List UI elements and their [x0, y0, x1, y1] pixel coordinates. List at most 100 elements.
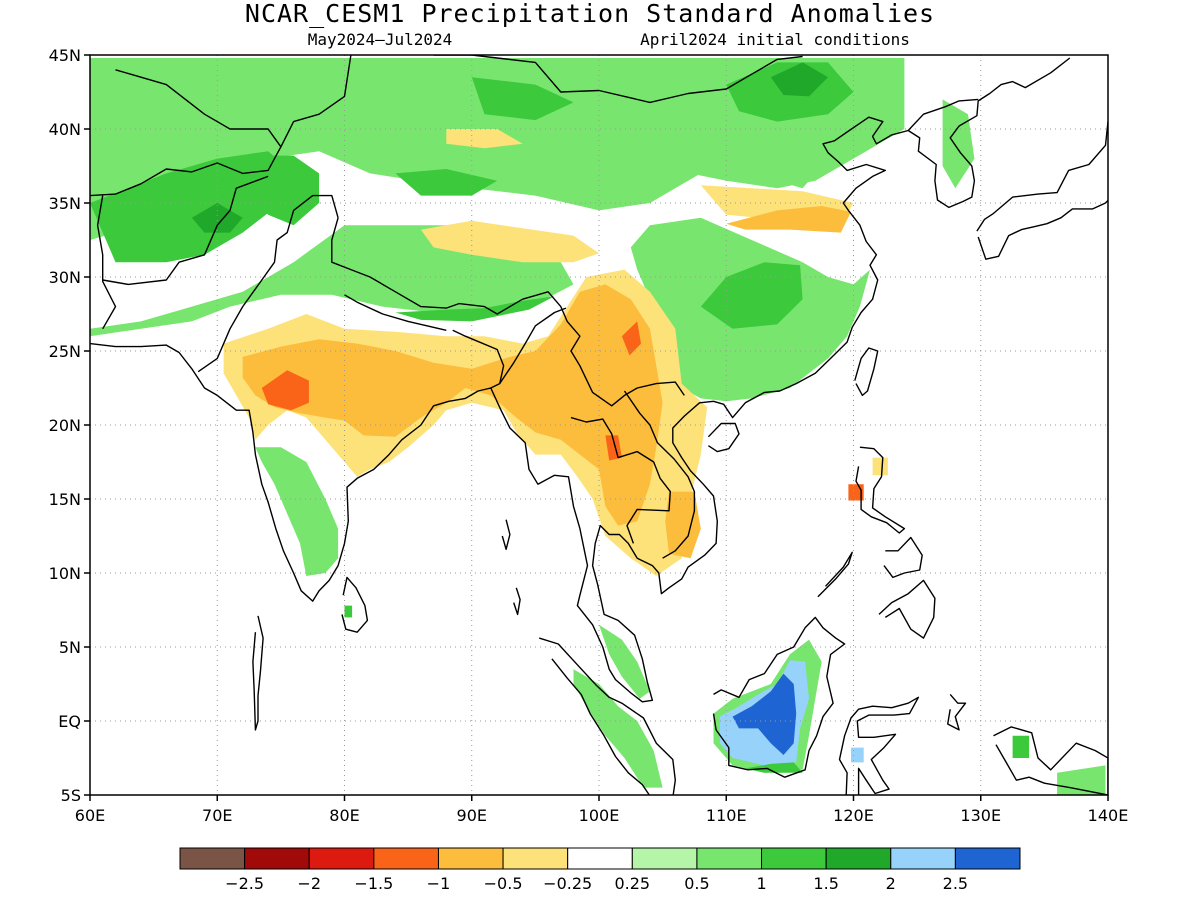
coastline-laos-thailand-border	[570, 416, 671, 544]
lon-tick-label: 80E	[329, 806, 359, 825]
coastline-myanmar-inner-border	[499, 307, 567, 384]
coastline-sumatra	[538, 637, 676, 795]
colorbar-swatch	[244, 847, 310, 870]
anomaly-region-new-guinea-west-wet	[1012, 735, 1030, 758]
coastline-mindanao	[878, 579, 936, 639]
anomaly-region-borneo-green-edge	[745, 762, 803, 773]
coastline-sri-lanka	[341, 576, 369, 633]
colorbar-swatch	[696, 847, 763, 870]
coastline-pakistan-india-border	[197, 194, 339, 373]
lat-tick-label: EQ	[58, 712, 81, 731]
colorbar-label: 2	[886, 874, 896, 893]
graticule-grid	[90, 55, 1108, 795]
colorbar-swatch	[631, 847, 698, 870]
colorbar-swatch	[890, 847, 956, 870]
coastline-visayas	[883, 536, 923, 579]
coastline-taiwan	[854, 347, 879, 397]
map-title: NCAR_CESM1 Precipitation Standard Anomal…	[245, 0, 935, 28]
coastline-layer	[90, 55, 1108, 795]
coastline-japan-kyushu-honshu	[976, 119, 1108, 260]
anomaly-region-pamir-wet	[90, 151, 294, 263]
lon-tick-label: 70E	[202, 806, 232, 825]
lon-tick-label: 120E	[833, 806, 874, 825]
lat-tick-label: 40N	[49, 120, 81, 139]
colorbar-label: −1	[427, 874, 451, 893]
anomaly-region-north-asia-wet	[90, 58, 905, 240]
anomaly-region-india-dry	[242, 284, 663, 526]
colorbar-swatch	[437, 847, 504, 870]
coastline-maldives	[252, 615, 264, 731]
anomaly-region-mongolia-core	[770, 62, 828, 97]
map-subtitle-period: May2024–Jul2024	[308, 30, 453, 49]
coastline-hainan	[707, 422, 740, 453]
anomaly-region-gobi-wet	[471, 77, 574, 121]
coastline-palawan	[817, 551, 853, 598]
map-subtitle-init: April2024 initial conditions	[640, 30, 910, 49]
lat-tick-label: 45N	[49, 46, 81, 65]
anomaly-region-philippine-dry	[872, 457, 888, 476]
anomaly-region-vietnam-dry	[665, 491, 701, 559]
lat-tick-label: 30N	[49, 268, 81, 287]
anomaly-region-peninsula-wet	[599, 624, 650, 699]
coastline-arabian-sea-coast	[90, 57, 1071, 703]
anomaly-region-china-dry	[726, 206, 851, 233]
anomaly-region-yangtze-wet	[700, 262, 803, 329]
lon-tick-label: 60E	[75, 806, 105, 825]
lat-tick-label: 5N	[59, 638, 81, 657]
coastline-japan-hokkaido	[1107, 104, 1108, 107]
colorbar-swatch	[502, 847, 569, 870]
colorbar-swatch	[761, 847, 827, 870]
lon-tick-label: 90E	[457, 806, 487, 825]
colorbar-label: 1.5	[813, 874, 838, 893]
coastline-afghan-pakistan-border	[102, 175, 269, 286]
lat-tick-label: 5S	[61, 786, 81, 805]
coastline-new-guinea	[993, 726, 1108, 795]
colorbar-swatch	[179, 847, 246, 870]
anomaly-region-sri-lanka-wet	[344, 605, 353, 618]
lon-tick-label: 100E	[579, 806, 620, 825]
anomaly-region-borneo-dark-blue	[732, 673, 797, 755]
anomaly-region-sulawesi-blue	[851, 747, 864, 763]
anomaly-region-central-china-dry	[420, 220, 599, 263]
longitude-axis: 60E 70E 80E 90E 100E 110E 120E 130E 140E	[75, 795, 1129, 825]
colorbar-label: 1	[756, 874, 766, 893]
colorbar-swatch	[308, 847, 375, 870]
colorbar-label: 2.5	[943, 874, 968, 893]
colorbar-swatch	[567, 847, 633, 870]
coastline-andaman-islands	[501, 519, 511, 550]
colorbar-swatch	[373, 847, 439, 870]
colorbar-label: 0.5	[684, 874, 709, 893]
coastline-mongolia-border	[433, 55, 803, 104]
lat-tick-label: 10N	[49, 564, 81, 583]
lat-tick-label: 35N	[49, 194, 81, 213]
lat-tick-label: 20N	[49, 416, 81, 435]
anomaly-region-india-dry-core	[261, 370, 309, 411]
lat-tick-label: 25N	[49, 342, 81, 361]
lon-tick-label: 140E	[1088, 806, 1129, 825]
colorbar-label: −0.25	[543, 874, 592, 893]
coastline-nicobar-islands	[513, 587, 521, 616]
anomaly-region-himalaya-wet	[395, 296, 555, 322]
colorbar-swatch	[954, 847, 1021, 870]
colorbar-swatch	[825, 847, 892, 870]
lon-tick-label: 130E	[960, 806, 1001, 825]
coastline-luzon	[855, 446, 906, 534]
colorbar-label: −0.5	[484, 874, 523, 893]
colorbar-label: −2	[297, 874, 321, 893]
coastline-laos-vietnam-border	[623, 390, 696, 559]
anomaly-region-n-tibet-dry	[446, 129, 523, 149]
coastline-china-west-border	[280, 55, 352, 148]
colorbar-label: −2.5	[225, 874, 264, 893]
anomaly-region-yunnan-dry-core	[621, 321, 641, 356]
latitude-axis: 45N 40N 35N 30N 25N 20N 15N 10N 5N EQ 5S	[49, 46, 90, 805]
anomaly-region-sumatra-wet	[573, 669, 663, 788]
coastline-korea-border	[907, 98, 979, 131]
coastline-bangladesh-border	[452, 329, 505, 389]
colorbar-label: −1.5	[354, 874, 393, 893]
lon-tick-label: 110E	[706, 806, 747, 825]
coastline-borneo	[712, 616, 846, 778]
anomaly-region-w-india-wet	[255, 447, 339, 576]
coastline-nepal-india-border	[344, 294, 447, 331]
colorbar-legend: −2.5 −2 −1.5 −1 −0.5 −0.25 0.25 0.5 1 1.5 2 2.5	[179, 847, 1021, 893]
